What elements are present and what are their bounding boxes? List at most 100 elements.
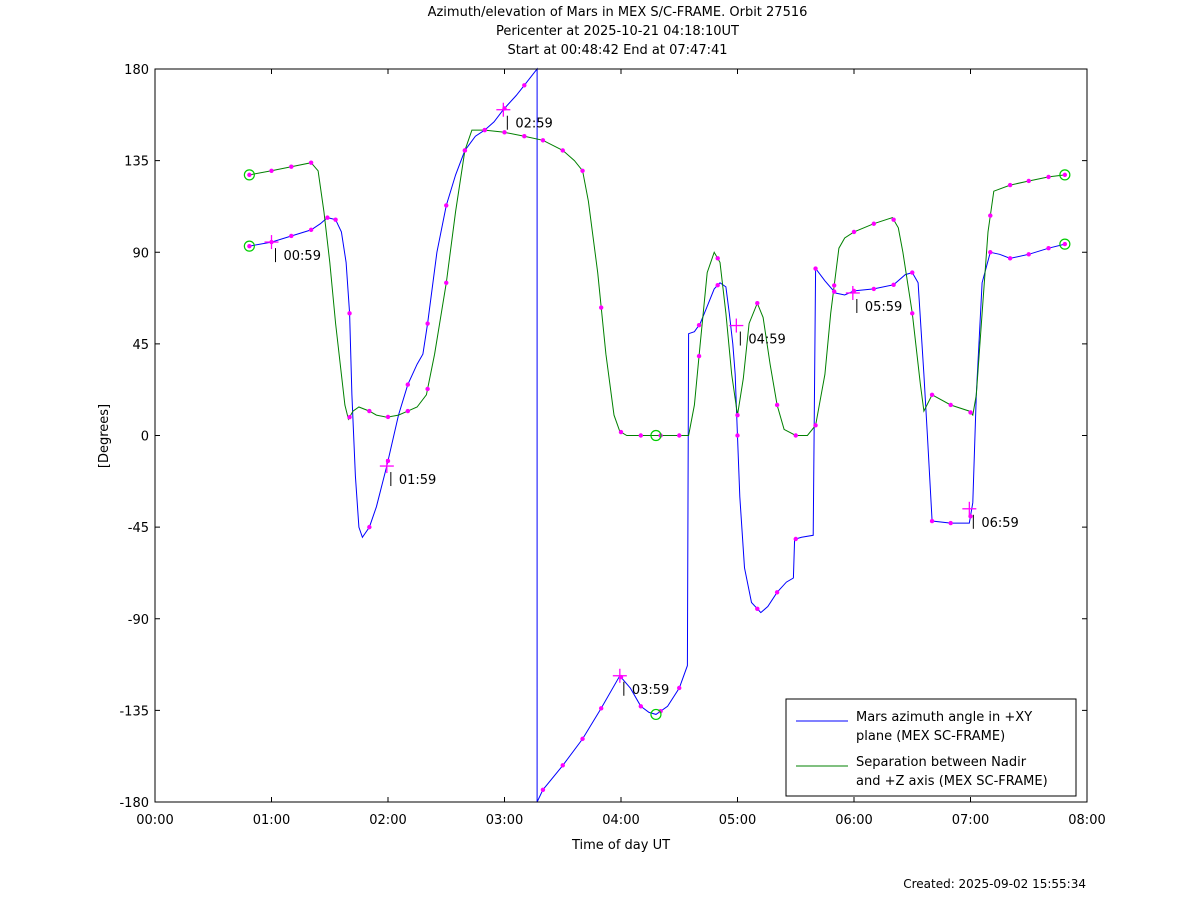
azimuth-time-marker	[1026, 252, 1031, 257]
azimuth-time-marker	[638, 704, 644, 709]
y-tick-label: 45	[132, 338, 149, 353]
endpoint-circle-marker	[650, 429, 662, 442]
separation-time-marker	[891, 217, 896, 222]
hour-annotation-label: 04:59	[748, 333, 785, 348]
separation-time-marker	[1062, 172, 1068, 178]
legend-label-azimuth-line1: Mars azimuth angle in +XY	[856, 710, 1032, 725]
azimuth-time-marker	[1046, 245, 1051, 251]
azimuth-time-marker	[598, 706, 604, 711]
endpoint-circle-marker	[243, 169, 255, 181]
y-tick-label: -135	[119, 704, 149, 719]
separation-time-marker	[755, 300, 760, 306]
separation-time-marker	[793, 433, 798, 438]
hour-annotation-label: 02:59	[515, 117, 552, 132]
azimuth-time-marker	[1062, 241, 1068, 247]
azimuth-time-marker	[813, 266, 818, 271]
separation-time-marker	[247, 172, 252, 178]
separation-time-marker	[968, 410, 973, 415]
azimuth-time-marker	[831, 289, 837, 294]
created-timestamp: Created: 2025-09-02 15:55:34	[903, 877, 1086, 891]
separation-time-marker	[462, 148, 468, 153]
azimuth-time-marker	[425, 321, 430, 326]
separation-time-marker	[308, 160, 314, 165]
separation-time-marker	[598, 305, 604, 310]
endpoint-circle-marker	[650, 708, 662, 721]
separation-time-marker	[425, 386, 430, 392]
separation-time-marker	[1046, 174, 1051, 180]
azimuth-time-marker	[405, 382, 411, 387]
separation-time-marker	[735, 412, 740, 418]
separation-time-marker	[522, 133, 527, 139]
x-tick-label: 06:00	[835, 813, 872, 828]
chart-subtitle-start-end: Start at 00:48:42 End at 07:47:41	[507, 43, 728, 58]
y-tick-label: 135	[124, 155, 149, 170]
separation-time-marker	[482, 127, 487, 133]
y-tick-label: -90	[128, 613, 149, 628]
azimuth-time-marker	[735, 433, 740, 438]
y-tick-label: -45	[128, 521, 149, 536]
legend-label-separation-line2: and +Z axis (MEX SC-FRAME)	[856, 774, 1048, 789]
separation-time-marker	[813, 423, 818, 428]
separation-time-marker	[948, 402, 953, 408]
separation-time-marker	[638, 433, 644, 438]
separation-time-marker	[580, 168, 585, 174]
separation-time-marker	[774, 402, 780, 408]
separation-time-marker	[696, 353, 702, 359]
azimuth-time-marker	[560, 763, 565, 768]
azimuth-time-marker	[540, 787, 546, 792]
azimuth-time-marker	[658, 708, 663, 714]
separation-time-marker	[929, 392, 935, 397]
azimuth-time-marker	[367, 524, 372, 530]
x-tick-label: 00:00	[136, 813, 173, 828]
y-tick-label: 90	[132, 246, 149, 261]
separation-time-marker	[851, 229, 857, 235]
azimuth-time-marker	[522, 83, 527, 88]
endpoint-circle-marker	[1059, 169, 1071, 181]
azimuth-time-marker	[247, 243, 252, 249]
azimuth-time-marker	[793, 536, 798, 542]
separation-time-marker	[347, 414, 352, 420]
azimuth-time-marker	[755, 606, 760, 612]
azimuth-time-marker	[1007, 256, 1013, 261]
separation-time-marker	[444, 280, 449, 285]
legend-label-azimuth-line2: plane (MEX SC-FRAME)	[856, 729, 1005, 744]
x-tick-label: 05:00	[719, 813, 756, 828]
x-tick-label: 04:00	[602, 813, 639, 828]
separation-time-marker	[618, 429, 624, 435]
endpoint-circle-marker	[243, 240, 255, 252]
x-tick-label: 01:00	[253, 813, 290, 828]
y-tick-label: 180	[124, 63, 149, 78]
separation-time-marker	[269, 168, 274, 174]
x-axis-label: Time of day UT	[571, 838, 670, 853]
x-tick-label: 08:00	[1068, 813, 1105, 828]
separation-time-marker	[831, 283, 837, 288]
azimuth-time-marker	[347, 311, 352, 316]
separation-time-marker	[1026, 178, 1031, 184]
y-tick-label: 0	[141, 430, 149, 445]
azimuth-time-marker	[910, 270, 915, 275]
separation-time-marker	[988, 213, 993, 218]
chart-subtitle-pericenter: Pericenter at 2025-10-21 04:18:10UT	[495, 24, 739, 39]
azimuth-time-marker	[580, 736, 585, 742]
azimuth-time-marker	[715, 283, 720, 288]
azimuth-time-marker	[948, 520, 953, 526]
separation-time-marker	[367, 408, 372, 414]
separation-series-line	[249, 129, 1065, 436]
y-tick-label: -180	[119, 796, 149, 811]
separation-time-marker	[540, 138, 546, 143]
separation-time-marker	[289, 164, 294, 169]
x-tick-label: 03:00	[486, 813, 523, 828]
hour-annotation-label: 06:59	[981, 516, 1018, 531]
hour-annotation-label: 05:59	[865, 300, 902, 315]
y-axis-label: [Degrees]	[97, 404, 112, 468]
azimuth-time-marker	[774, 590, 780, 595]
legend: Mars azimuth angle in +XY plane (MEX SC-…	[785, 698, 1077, 797]
hour-annotation-label: 03:59	[632, 683, 669, 698]
azimuth-time-marker	[308, 227, 314, 233]
x-tick-label: 07:00	[952, 813, 989, 828]
separation-time-marker	[677, 433, 682, 438]
azimuth-time-marker	[871, 286, 877, 292]
separation-time-marker	[385, 414, 391, 420]
azimuth-time-marker	[929, 518, 935, 524]
